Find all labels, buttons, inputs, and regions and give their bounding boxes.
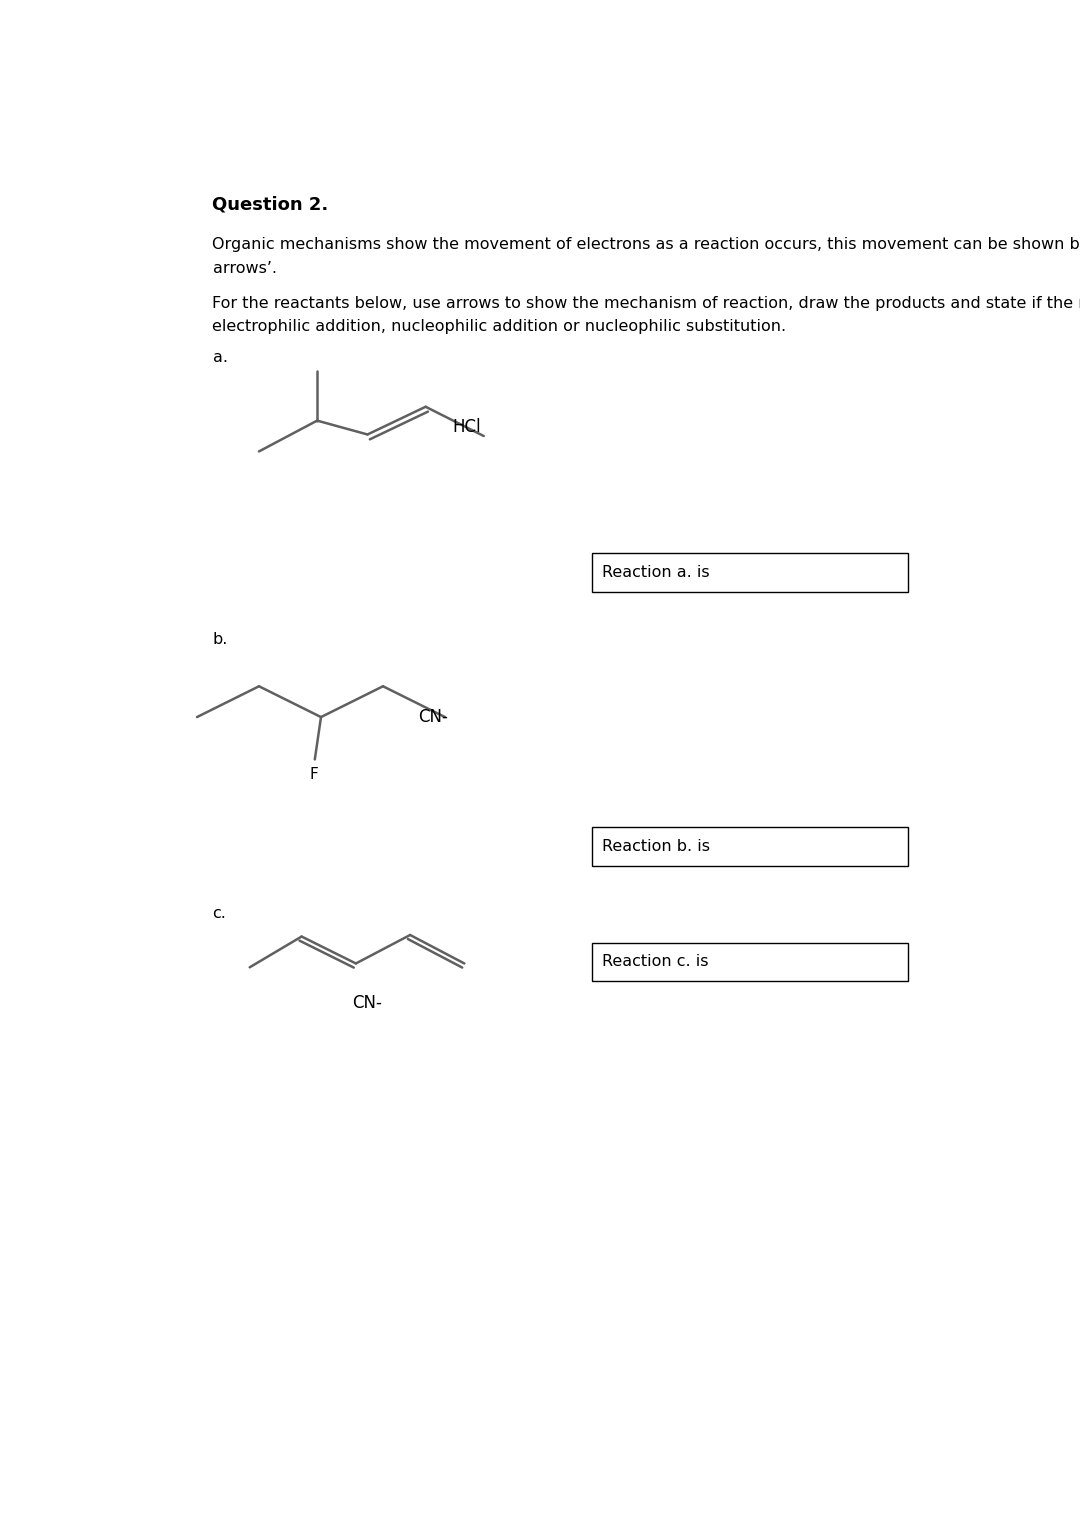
Text: CN-: CN-: [352, 994, 382, 1013]
Text: CN-: CN-: [418, 708, 448, 726]
Text: HCl: HCl: [453, 418, 482, 435]
Text: Organic mechanisms show the movement of electrons as a reaction occurs, this mov: Organic mechanisms show the movement of …: [213, 238, 1080, 276]
Text: For the reactants below, use arrows to show the mechanism of reaction, draw the : For the reactants below, use arrows to s…: [213, 296, 1080, 335]
Text: Reaction b. is: Reaction b. is: [602, 838, 710, 854]
Text: Reaction c. is: Reaction c. is: [602, 955, 708, 969]
Text: Question 2.: Question 2.: [213, 196, 328, 214]
Text: F: F: [309, 767, 319, 782]
Text: a.: a.: [213, 350, 228, 365]
FancyBboxPatch shape: [592, 943, 908, 981]
FancyBboxPatch shape: [592, 553, 908, 591]
Text: c.: c.: [213, 905, 227, 920]
Text: b.: b.: [213, 632, 228, 647]
FancyBboxPatch shape: [592, 828, 908, 866]
Text: Reaction a. is: Reaction a. is: [602, 565, 710, 579]
